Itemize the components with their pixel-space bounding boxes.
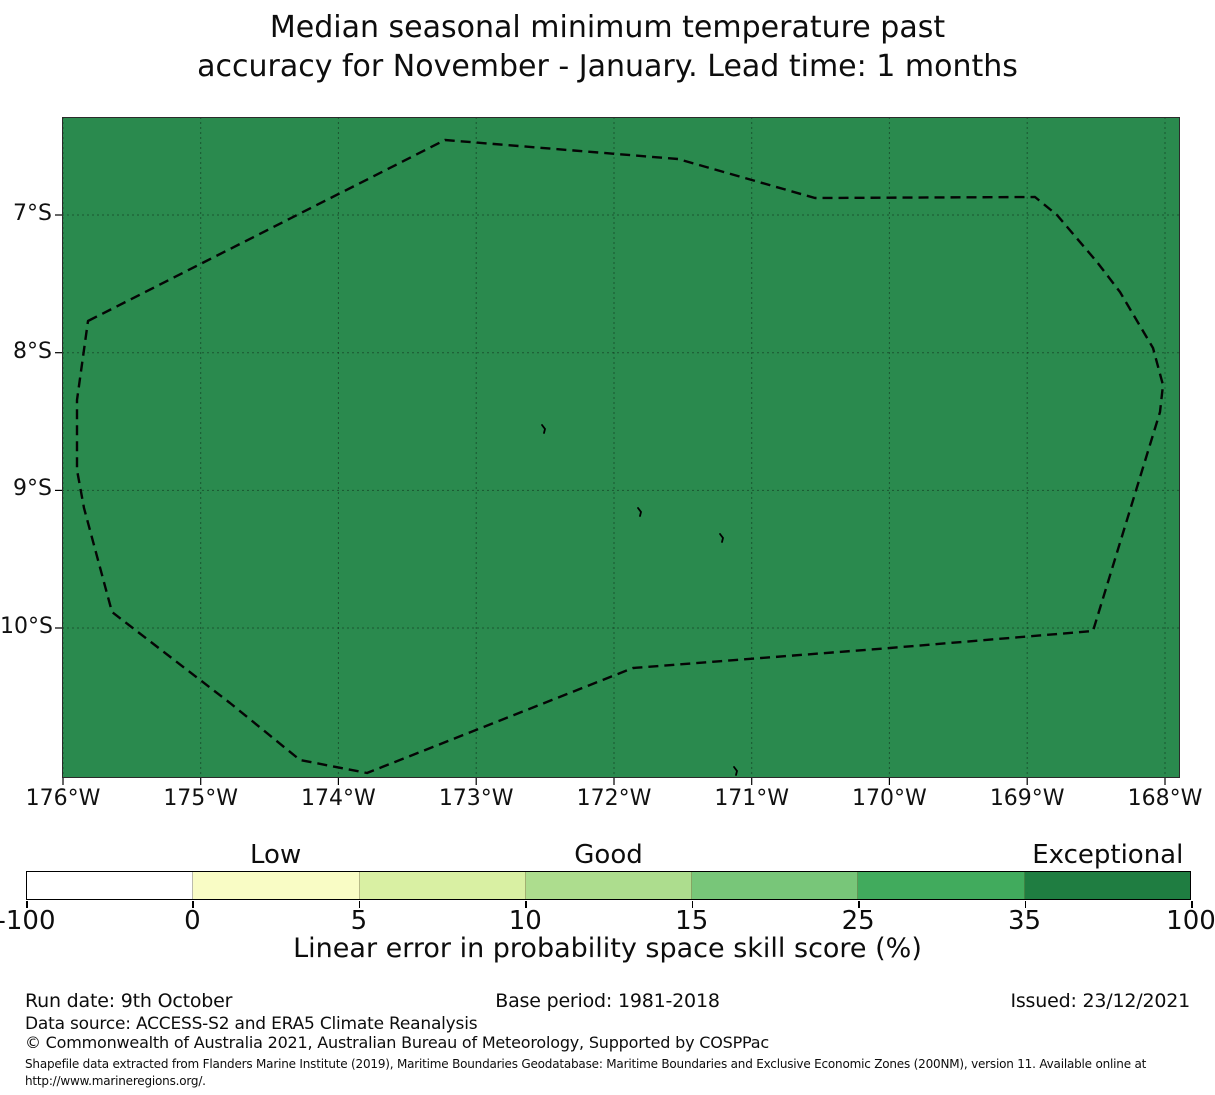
colorbar-tick-label: -100 [0,906,56,936]
colorbar-tick-label: 10 [508,906,542,936]
x-tick-label: 169°W [989,786,1065,811]
colorbar-segment [692,872,859,899]
colorbar-tick-label: 5 [350,906,368,936]
base-period-text: Base period: 1981-2018 [495,990,720,1012]
colorbar-tick-label: 0 [184,906,201,936]
shapefile-note-line1: Shapefile data extracted from Flanders M… [25,1057,1147,1071]
issued-date-text: Issued: 23/12/2021 [1010,990,1190,1012]
x-tick-label: 176°W [25,786,101,811]
colorbar-tick-label: 15 [675,906,709,936]
x-tick-label: 168°W [1127,786,1203,811]
colorbar-axis-label: Linear error in probability space skill … [293,933,922,964]
colorbar-segment [858,872,1025,899]
x-tick-label: 174°W [301,786,376,811]
figure-title-line1: Median seasonal minimum temperature past [269,10,946,45]
island-outline [637,507,642,517]
sea-fill [62,117,1180,778]
colorbar-segment [193,872,360,899]
island-outline [733,766,738,776]
colorbar-tick-label: 100 [1166,906,1215,936]
map-canvas [55,117,1180,785]
colorbar-segment [27,872,194,899]
colorbar-tick-mark [1024,901,1027,908]
colorbar-tick-mark [691,901,694,908]
island-outline [719,533,724,543]
island-outline [541,424,546,434]
x-tick-label: 172°W [576,786,652,811]
colorbar-segment [525,872,693,899]
y-tick-label: 7°S [13,201,52,226]
colorbar-region-label: Low [250,840,302,870]
colorbar-tick-mark [1191,901,1193,908]
figure-title-line2: accuracy for November - January. Lead ti… [197,49,1018,84]
map-frame [62,117,1180,778]
colorbar [26,871,1191,900]
colorbar-tick-mark [358,901,361,908]
colorbar-tick-label: 35 [1008,906,1042,936]
colorbar-region-label: Good [574,840,643,870]
colorbar-tick-mark [26,901,28,908]
y-tick-label: 9°S [13,476,52,502]
colorbar-tick-mark [858,901,860,908]
colorbar-tick-label: 25 [841,906,875,936]
copyright-text: © Commonwealth of Australia 2021, Austra… [25,1033,769,1052]
y-tick-label: 8°S [13,338,52,364]
eez-boundary-dashed [75,138,1165,775]
colorbar-tick-mark [192,901,194,908]
x-tick-label: 173°W [438,786,514,811]
y-tick-label: 10°S [0,614,53,639]
figure-title: Median seasonal minimum temperature past… [0,8,1215,86]
shapefile-note: Shapefile data extracted from Flanders M… [25,1056,1146,1090]
data-source-text: Data source: ACCESS-S2 and ERA5 Climate … [25,1014,478,1034]
colorbar-segment [359,872,526,899]
colorbar-tick-mark [525,901,527,908]
colorbar-segment [1024,872,1190,899]
x-tick-label: 170°W [852,786,927,811]
colorbar-region-label: Exceptional [1032,840,1184,870]
x-tick-label: 171°W [714,786,790,811]
run-date-text: Run date: 9th October [25,990,233,1012]
shapefile-note-line2: http://www.marineregions.org/. [25,1074,206,1088]
x-tick-label: 175°W [163,786,239,811]
